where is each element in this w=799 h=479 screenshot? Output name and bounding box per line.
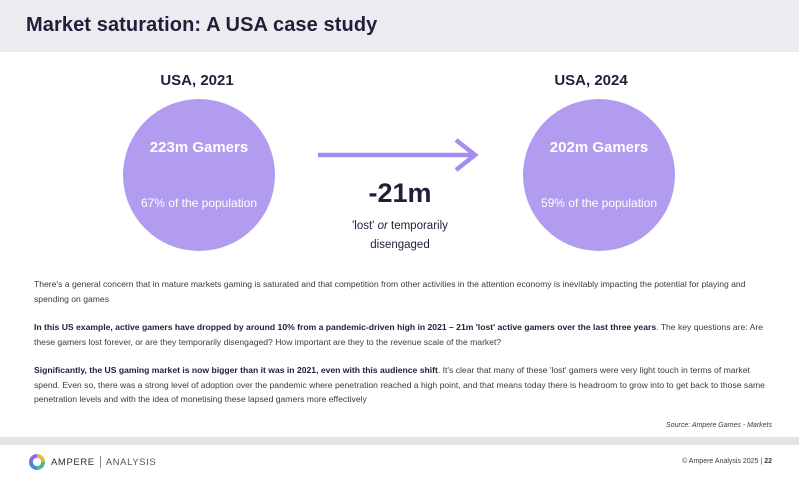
right-year-label: USA, 2024 [554, 72, 628, 89]
paragraph-3: Significantly, the US gaming market is n… [34, 363, 774, 407]
right-gamers: 202m Gamers [549, 139, 649, 156]
caption-or: or [377, 220, 388, 232]
paragraph-1: There's a general concern that in mature… [34, 279, 746, 304]
paragraph-2-bold: In this US example, active gamers have d… [34, 322, 657, 332]
caption-line2: disengaged [370, 239, 430, 251]
ampere-logo: AMPERE ANALYSIS [28, 453, 156, 471]
paragraph-3-rest: . It's clear that many of these 'lost' g… [34, 365, 765, 404]
copyright-text: © Ampere Analysis 2025 [682, 458, 759, 465]
left-circle: 223m Gamers 67% of the population [123, 99, 275, 251]
page-title: Market saturation: A USA case study [26, 14, 378, 36]
change-caption: 'lost' or temporarily disengaged [318, 217, 482, 255]
source-note: Source: Ampere Games - Markets [666, 422, 772, 429]
ampere-logo-icon [29, 454, 45, 470]
logo-divider [99, 456, 101, 468]
footer-band [0, 437, 799, 445]
caption-lost: 'lost' [352, 220, 375, 232]
paragraph-2-rest: . The key questions are: Are these gamer… [34, 322, 763, 347]
right-arrow-icon [318, 138, 479, 172]
right-circle: 202m Gamers 59% of the population [523, 99, 675, 251]
left-year-label: USA, 2021 [160, 72, 234, 89]
title-bar: Market saturation: A USA case study [0, 0, 799, 52]
page-number: 22 [764, 458, 772, 465]
left-population: 67% of the population [140, 196, 258, 210]
left-gamers: 223m Gamers [149, 139, 249, 156]
right-population: 59% of the population [540, 196, 658, 210]
paragraph-2: In this US example, active gamers have d… [34, 320, 774, 349]
logo-secondary-text: ANALYSIS [105, 456, 157, 468]
paragraph-3-bold: Significantly, the US gaming market is n… [34, 365, 438, 375]
copyright-separator: | [760, 458, 763, 465]
copyright: © Ampere Analysis 2025 | 22 [682, 458, 772, 465]
logo-primary-text: AMPERE [51, 456, 95, 468]
caption-rest: temporarily [391, 220, 448, 232]
change-value: -21m [368, 178, 432, 208]
